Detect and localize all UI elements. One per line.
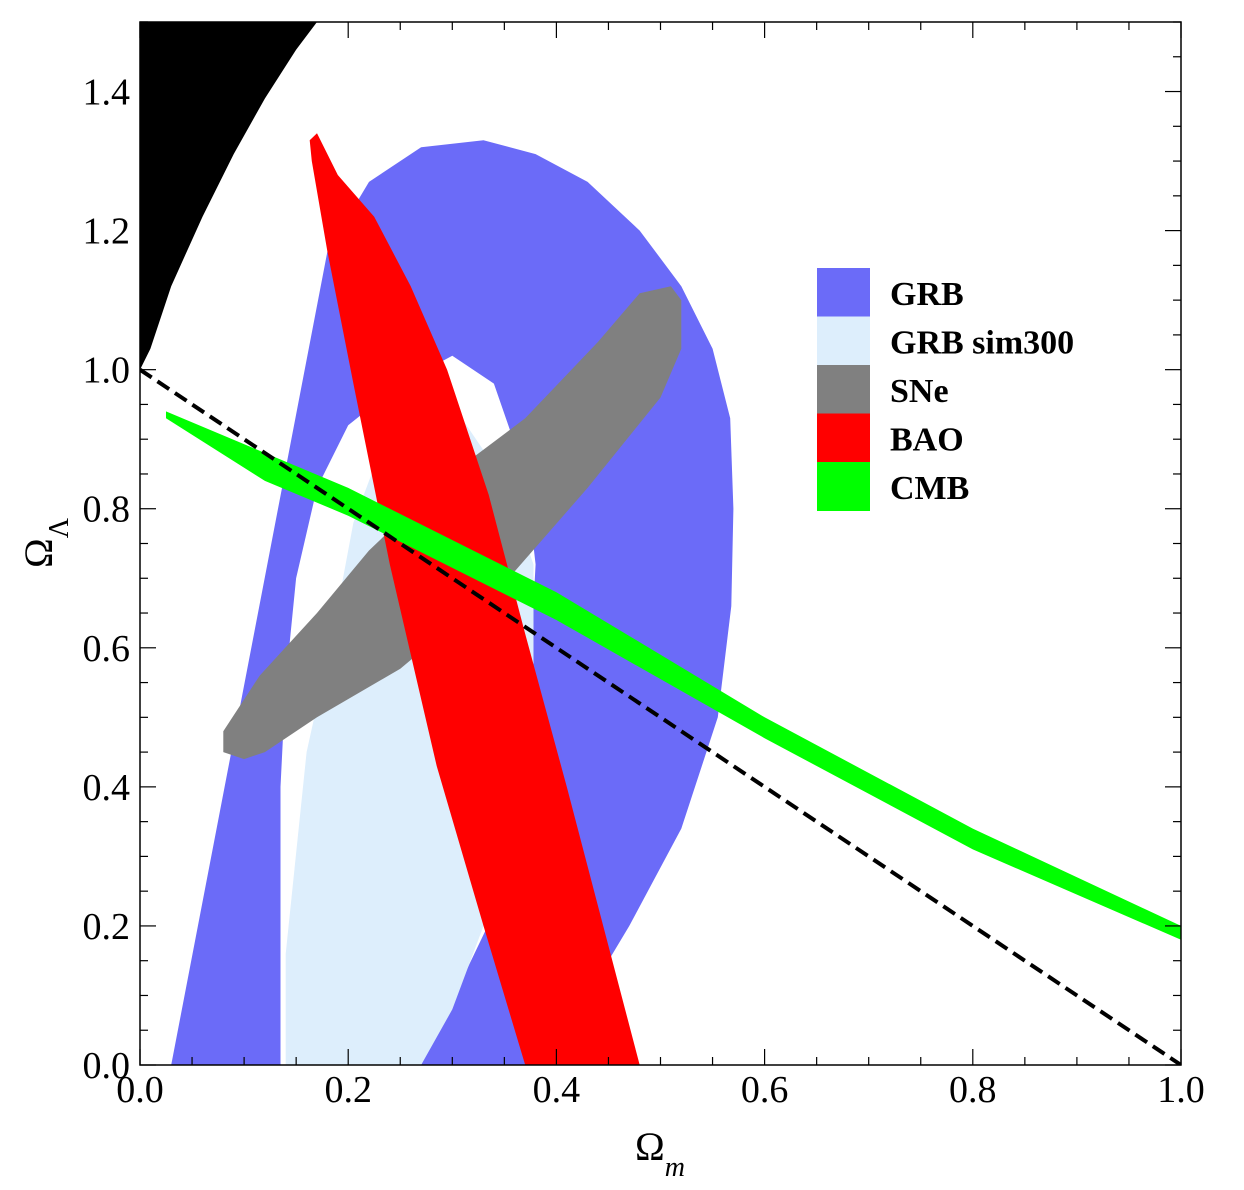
x-tick-label: 0.4: [533, 1069, 581, 1111]
legend-label-grb: GRB: [890, 276, 964, 313]
legend-swatch-bao: [817, 413, 870, 463]
region-bao: [309, 133, 640, 1065]
legend-label-grb-sim300: GRB sim300: [890, 325, 1074, 362]
y-tick-label: 0.2: [83, 906, 131, 948]
legend-label-cmb: CMB: [890, 470, 969, 507]
region-no-big-bang: [140, 22, 317, 370]
legend: GRB GRB sim300 SNe BAO CMB: [817, 268, 1074, 511]
legend-swatch-cmb: [817, 462, 870, 511]
x-tick-label: 0.8: [949, 1069, 997, 1111]
y-tick-label: 1.4: [83, 72, 131, 114]
confidence-regions: [140, 22, 1181, 1065]
axis-ticks: 0.0 0.2 0.4 0.6 0.8 1.0 0.0 0.2 0.4 0.6 0.8 1.0 1.2 1…: [83, 21, 1205, 1111]
legend-swatch-sne: [817, 365, 870, 414]
legend-label-bao: BAO: [890, 422, 964, 459]
x-tick-label: 0.6: [741, 1069, 789, 1111]
region-cmb: [166, 411, 1181, 940]
y-tick-label: 1.2: [83, 211, 131, 253]
y-axis-label: ΩΛ: [16, 517, 75, 568]
legend-swatch-grb-sim300: [817, 316, 870, 366]
x-axis-label: Ωm: [635, 1124, 685, 1183]
y-tick-label: 0.4: [83, 767, 131, 809]
legend-swatch-grb: [817, 268, 870, 317]
y-tick-label: 1.0: [83, 350, 131, 392]
x-tick-label: 0.2: [324, 1069, 372, 1111]
x-tick-label: 1.0: [1157, 1069, 1205, 1111]
y-tick-label: 0.0: [83, 1045, 131, 1087]
legend-label-sne: SNe: [890, 373, 949, 410]
x-tick-label: 0.0: [116, 1069, 164, 1111]
y-tick-label: 0.8: [83, 489, 131, 531]
y-tick-label: 0.6: [83, 628, 131, 670]
